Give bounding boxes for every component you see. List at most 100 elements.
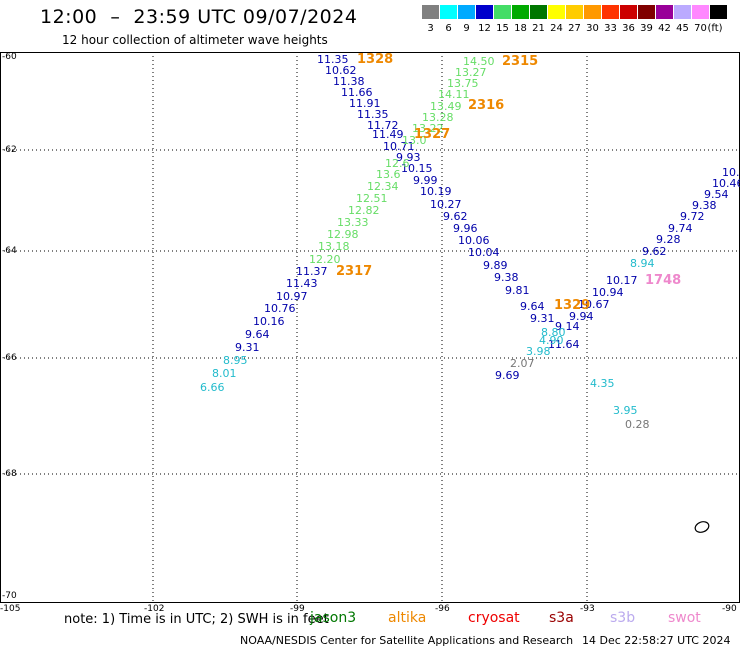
wave-height-label: 9.89 xyxy=(483,259,508,272)
map-subtitle: 12 hour collection of altimeter wave hei… xyxy=(62,33,328,47)
wave-height-label: 9.64 xyxy=(245,328,270,341)
map-frame xyxy=(0,52,740,603)
pass-label: 1327 xyxy=(414,127,451,142)
legend-swatch xyxy=(512,5,529,19)
wave-height-label: 8.95 xyxy=(223,354,248,367)
legend-label: 30 xyxy=(586,23,599,34)
lat-label: -66 xyxy=(2,353,17,363)
wave-height-label: 9.28 xyxy=(656,233,681,246)
legend-swatch xyxy=(422,5,439,19)
wave-height-label: 9.38 xyxy=(494,271,519,284)
wave-height-label: 9.54 xyxy=(704,188,729,201)
lon-label: -105 xyxy=(0,604,21,614)
pass-label: 1328 xyxy=(357,52,394,67)
legend-label: 18 xyxy=(514,23,527,34)
wave-height-label: 10.15 xyxy=(401,162,433,175)
wave-height-label: 13.22 xyxy=(412,122,444,135)
wave-height-label: 12.51 xyxy=(356,192,388,205)
legend-label: 6 xyxy=(445,23,452,34)
lon-label: -96 xyxy=(435,604,450,614)
legend-swatch xyxy=(494,5,511,19)
wave-height-label: 10.94 xyxy=(592,286,624,299)
lat-label: -68 xyxy=(2,469,17,479)
wave-height-label: 3.98 xyxy=(526,345,551,358)
wave-height-label: 9.81 xyxy=(505,284,530,297)
wave-height-label: 11.49 xyxy=(372,128,404,141)
legend-label: 45 xyxy=(676,23,689,34)
wave-height-label: 3.95 xyxy=(613,404,638,417)
legend-swatch xyxy=(656,5,673,19)
wave-height-label: 10.06 xyxy=(458,234,490,247)
wave-height-label: 9.31 xyxy=(235,341,260,354)
map-title: 12:00 – 23:59 UTC 09/07/2024 xyxy=(40,6,358,28)
legend-swatch xyxy=(440,5,457,19)
satellite-jason3: jason3 xyxy=(310,610,357,626)
wave-height-label: 11.43 xyxy=(286,277,318,290)
legend-unit: (ft) xyxy=(707,23,723,34)
wave-height-label: 12.6 xyxy=(385,157,410,170)
legend-label: 24 xyxy=(550,23,563,34)
legend-label: 39 xyxy=(640,23,653,34)
legend-swatch xyxy=(584,5,601,19)
wave-height-label: 12.20 xyxy=(309,253,341,266)
wave-height-label: 12.82 xyxy=(348,204,380,217)
lat-label: -60 xyxy=(2,52,17,62)
wave-height-label: 4.35 xyxy=(590,377,615,390)
legend-swatch xyxy=(674,5,691,19)
wave-height-label: 8.80 xyxy=(541,326,566,339)
pass-label: 1329 xyxy=(554,298,591,313)
wave-height-label: 11.72 xyxy=(367,119,399,132)
legend-label: 21 xyxy=(532,23,545,34)
wave-height-label: 13.6 xyxy=(376,168,401,181)
legend-swatch xyxy=(692,5,709,19)
wave-height-label: 10.16 xyxy=(253,315,285,328)
wave-height-label: 12.34 xyxy=(367,180,399,193)
wave-height-label: 14.50 xyxy=(463,55,495,68)
legend-swatch xyxy=(638,5,655,19)
legend-swatch xyxy=(566,5,583,19)
wave-height-label: 10.27 xyxy=(430,198,462,211)
legend-label: 27 xyxy=(568,23,581,34)
satellite-s3b: s3b xyxy=(610,610,636,626)
wave-height-label: 9.94 xyxy=(569,310,594,323)
wave-height-label: 11.64 xyxy=(548,338,580,351)
lat-label: -64 xyxy=(2,246,17,256)
wave-height-label: 11.35 xyxy=(317,53,349,66)
footer-note: note: 1) Time is in UTC; 2) SWH is in fe… xyxy=(64,612,329,627)
wave-height-label: 9.69 xyxy=(495,369,520,382)
wave-height-label: 11.35 xyxy=(357,108,389,121)
legend-label: 36 xyxy=(622,23,635,34)
wave-height-label: 9.14 xyxy=(555,320,580,333)
wave-height-label: 11.38 xyxy=(333,75,365,88)
lon-label: -90 xyxy=(722,604,737,614)
legend-label: 9 xyxy=(463,23,470,34)
legend-label: 12 xyxy=(478,23,491,34)
lat-label: -62 xyxy=(2,145,17,155)
legend-swatch xyxy=(620,5,637,19)
wave-height-label: 10.17 xyxy=(606,274,638,287)
legend-label: 70 xyxy=(694,23,707,34)
wave-height-label: 10. xyxy=(722,166,740,179)
legend-swatch xyxy=(458,5,475,19)
wave-height-label: 12.98 xyxy=(327,228,359,241)
lon-label: -102 xyxy=(144,604,165,614)
wave-height-label: 10.46 xyxy=(712,177,740,190)
wave-height-label: 10.76 xyxy=(264,302,296,315)
wave-height-label: 9.93 xyxy=(396,151,421,164)
pass-label: 2317 xyxy=(336,264,373,279)
legend-label: 15 xyxy=(496,23,509,34)
legend-swatch xyxy=(476,5,493,19)
generated-timestamp: 14 Dec 22:58:27 UTC 2024 xyxy=(582,634,731,647)
graticule xyxy=(0,52,740,602)
wave-height-label: 9.31 xyxy=(530,312,555,325)
pass-label: 2315 xyxy=(502,54,539,69)
legend-swatch xyxy=(548,5,565,19)
wave-height-label: 10.62 xyxy=(325,64,357,77)
lon-label: -99 xyxy=(290,604,305,614)
satellite-altika: altika xyxy=(388,610,427,626)
satellite-swot: swot xyxy=(668,610,701,626)
wave-height-label: 9.96 xyxy=(453,222,478,235)
legend-label: 33 xyxy=(604,23,617,34)
wave-height-label: 10.71 xyxy=(383,140,415,153)
wave-height-label: 6.66 xyxy=(200,381,225,394)
